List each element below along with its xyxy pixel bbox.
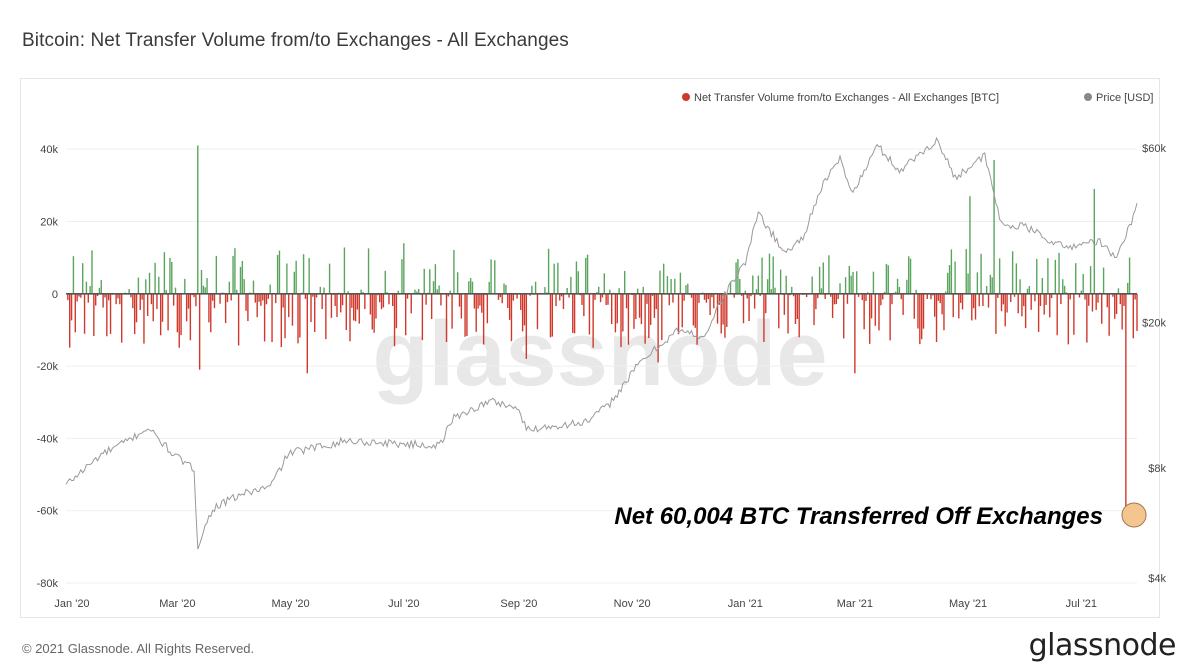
glassnode-logo: glassnode <box>1028 628 1177 663</box>
y-left-tick-label: 40k <box>40 144 58 156</box>
chart-frame <box>20 78 1160 618</box>
x-tick-label: Jan '20 <box>54 598 89 610</box>
y-left-tick-label: 20k <box>40 216 58 228</box>
y-left-tick-label: -60k <box>37 506 59 518</box>
copyright-footer: © 2021 Glassnode. All Rights Reserved. <box>22 641 255 656</box>
y-right-tick-label: $4k <box>1148 573 1166 585</box>
watermark: glassnode <box>372 303 827 405</box>
x-axis: Jan '20 Mar '20 May '20 Jul '20 Sep '20 Nov '… <box>54 598 1097 610</box>
legend: Net Transfer Volume from/to Exchanges - … <box>682 92 1153 104</box>
chart-title: Bitcoin: Net Transfer Volume from/to Exc… <box>22 30 569 51</box>
y-right-tick-label: $20k <box>1142 317 1166 329</box>
net-flow-bars <box>67 145 1138 511</box>
x-tick-label: May '20 <box>272 598 310 610</box>
x-tick-label: Mar '21 <box>837 598 873 610</box>
x-tick-label: Jan '21 <box>728 598 763 610</box>
x-tick-label: Nov '20 <box>614 598 651 610</box>
legend-price-marker <box>1084 93 1092 101</box>
legend-price-label: Price [USD] <box>1096 92 1153 104</box>
y-left-tick-label: -40k <box>37 433 59 445</box>
x-tick-label: May '21 <box>949 598 987 610</box>
y-left-tick-label: 0 <box>52 289 58 301</box>
x-tick-label: Sep '20 <box>500 598 537 610</box>
y-right-tick-label: $60k <box>1142 143 1166 155</box>
x-tick-label: Jul '20 <box>388 598 419 610</box>
y-right-tick-label: $8k <box>1148 463 1166 475</box>
x-tick-label: Jul '21 <box>1066 598 1097 610</box>
annotation-marker <box>1121 502 1147 528</box>
y-left-tick-label: -20k <box>37 361 59 373</box>
y-axis-right: $60k $20k $8k $4k <box>1142 143 1166 585</box>
y-left-tick-label: -80k <box>37 578 59 590</box>
x-tick-label: Mar '20 <box>159 598 195 610</box>
legend-net-flow-marker <box>682 93 690 101</box>
legend-net-flow-label: Net Transfer Volume from/to Exchanges - … <box>694 92 999 104</box>
annotation-text: Net 60,004 BTC Transferred Off Exchanges <box>614 503 1103 530</box>
grid <box>66 148 1137 584</box>
y-axis-left: 40k 20k 0 -20k -40k -60k -80k <box>37 144 59 590</box>
price-line <box>65 136 1138 550</box>
